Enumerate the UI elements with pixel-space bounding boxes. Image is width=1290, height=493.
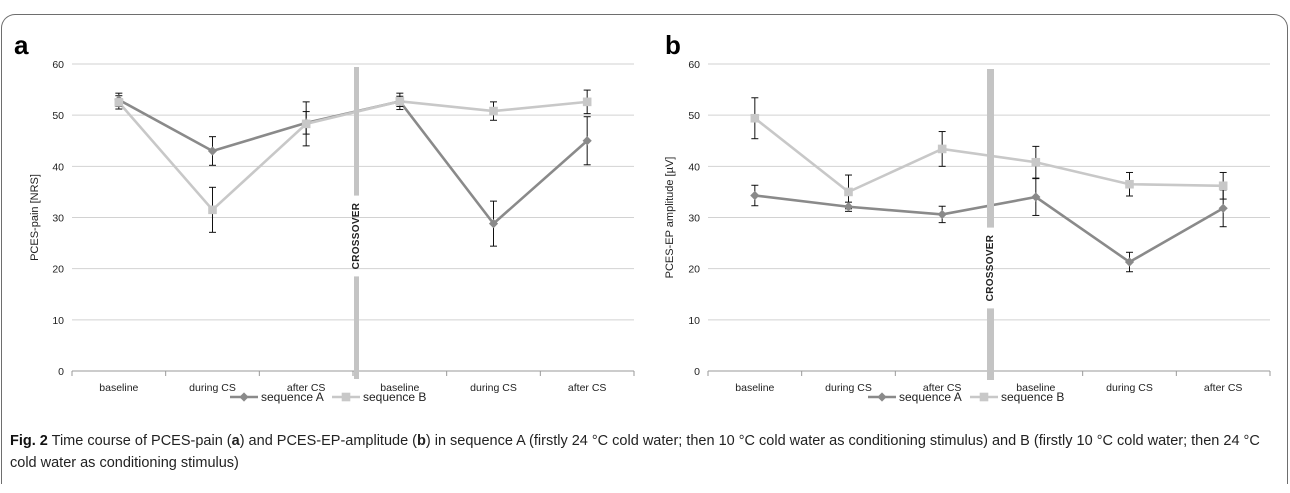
y-tick-label: 30 <box>688 213 700 225</box>
data-point-square <box>395 97 405 106</box>
data-point-diamond <box>1124 257 1135 267</box>
data-point-diamond <box>843 202 854 212</box>
legend-marker-diamond <box>239 392 249 402</box>
data-point-square <box>582 97 592 107</box>
x-tick-label: after CS <box>568 382 607 394</box>
x-tick-label: after CS <box>1204 382 1243 394</box>
x-tick-label: during CS <box>825 382 872 394</box>
legend-label: sequence B <box>1001 390 1064 404</box>
crossover-label: CROSSOVER <box>985 234 996 301</box>
series-line-b <box>117 100 588 212</box>
data-point-diamond <box>207 146 218 156</box>
data-point-diamond <box>1218 203 1228 213</box>
y-tick-label: 20 <box>52 264 64 276</box>
data-point-diamond <box>1031 192 1041 202</box>
y-tick-label: 40 <box>52 161 64 173</box>
y-tick-label: 10 <box>52 315 64 327</box>
y-tick-label: 60 <box>688 59 700 71</box>
y-tick-label: 50 <box>52 110 64 122</box>
crossover-bar-bottom <box>354 276 359 379</box>
x-tick-label: baseline <box>1016 382 1055 394</box>
x-tick-label: baseline <box>99 382 138 394</box>
data-point-diamond <box>582 136 592 146</box>
legend: sequence A sequence B <box>230 390 426 404</box>
x-tick-label: during CS <box>470 382 517 394</box>
panel-letter: a <box>14 30 29 60</box>
figure-caption: Fig. 2 Time course of PCES-pain (a) and … <box>10 430 1270 474</box>
data-point-square <box>1218 181 1228 191</box>
x-tick-label: baseline <box>735 382 774 394</box>
caption-text-1: Time course of PCES-pain ( <box>47 433 232 449</box>
y-tick-label: 0 <box>694 366 700 378</box>
y-tick-label: 60 <box>52 59 64 71</box>
data-point-square <box>937 144 947 154</box>
x-tick-label: after CS <box>287 382 326 394</box>
crossover-bar-top <box>987 69 994 228</box>
crossover-divider: CROSSOVER <box>351 67 362 379</box>
caption-text-3: ) in sequence A (firstly 24 °C cold wate… <box>10 433 1260 471</box>
data-point-diamond <box>937 209 947 220</box>
x-tick-label: during CS <box>1106 382 1153 394</box>
x-tick-label: baseline <box>380 382 419 394</box>
data-point-square <box>114 98 124 107</box>
caption-panel-b-ref: b <box>417 433 426 449</box>
data-point-square <box>844 187 853 197</box>
y-tick-label: 0 <box>58 366 64 378</box>
figure-label: Fig. 2 <box>10 433 48 449</box>
legend-marker-square <box>979 392 989 402</box>
y-tick-label: 40 <box>688 161 700 173</box>
crossover-label: CROSSOVER <box>351 202 362 269</box>
crossover-bar-top <box>354 67 359 196</box>
crossover-divider: CROSSOVER <box>985 69 996 380</box>
legend: sequence A sequence B <box>868 390 1064 404</box>
data-point-square <box>1031 157 1041 167</box>
legend-label: sequence A <box>899 390 962 404</box>
x-tick-label: during CS <box>189 382 236 394</box>
legend-label: sequence B <box>363 390 426 404</box>
y-tick-label: 30 <box>52 213 64 225</box>
panel-letter: b <box>665 30 681 60</box>
data-point-square <box>489 106 498 116</box>
crossover-bar-bottom <box>987 308 994 380</box>
caption-text-2: ) and PCES-EP-amplitude ( <box>239 433 417 449</box>
y-tick-label: 50 <box>688 110 700 122</box>
data-point-diamond <box>750 190 760 201</box>
legend-marker-square <box>341 392 351 402</box>
data-point-square <box>301 119 311 129</box>
data-point-diamond <box>488 219 499 229</box>
y-axis-title: PCES-EP amplitude [µV] <box>664 157 676 279</box>
data-point-square <box>1125 179 1134 189</box>
y-axis-title: PCES-pain [NRS] <box>29 174 41 261</box>
chart-panel-a: a 0 10 20 30 40 50 60 baseline during CS after CS b… <box>14 30 635 404</box>
x-tick-label: after CS <box>923 382 962 394</box>
legend-marker-diamond <box>877 392 887 402</box>
y-tick-label: 10 <box>688 315 700 327</box>
chart-panel-b: b 0 10 20 30 40 50 60 baseline during CS after CS b… <box>664 30 1271 404</box>
y-tick-label: 20 <box>688 264 700 276</box>
data-point-square <box>208 205 217 215</box>
data-point-square <box>750 113 760 123</box>
caption-panel-a-ref: a <box>231 433 240 449</box>
figure-frame <box>1 14 1288 484</box>
legend-label: sequence A <box>261 390 324 404</box>
